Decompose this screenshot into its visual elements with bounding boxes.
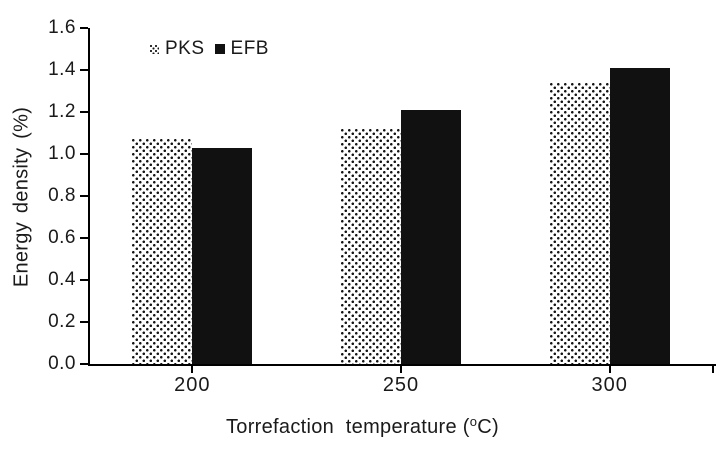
bar-pks-250: [341, 129, 401, 364]
y-axis-tick: [80, 321, 88, 323]
legend-label-efb: EFB: [230, 38, 269, 59]
y-axis-tick: [80, 153, 88, 155]
bar-efb-200: [192, 148, 252, 364]
legend-marker-pks-icon: [150, 44, 159, 54]
bar-efb-300: [610, 68, 670, 364]
degree-symbol: o: [469, 414, 478, 429]
y-axis-tick: [80, 237, 88, 239]
x-axis-title: Torrefaction temperature (oC): [0, 414, 725, 439]
y-axis-title: Energy density (%): [10, 106, 33, 288]
y-axis-tick: [80, 279, 88, 281]
x-axis-tick: [400, 366, 402, 373]
y-axis-tick: [80, 363, 88, 365]
legend-item-efb: EFB: [214, 38, 269, 60]
y-tick-label: 0.2: [48, 311, 76, 332]
x-axis-end-tick: [712, 366, 714, 373]
x-tick-label: 300: [591, 374, 628, 396]
y-tick-label: 1.2: [48, 101, 76, 122]
x-axis-title-unit: C): [477, 416, 499, 438]
legend-item-pks: PKS: [150, 38, 205, 60]
bar-efb-250: [401, 110, 461, 364]
legend-label-pks: PKS: [165, 38, 205, 59]
x-tick-label: 200: [174, 374, 211, 396]
y-tick-label: 1.6: [48, 17, 76, 38]
y-tick-label: 0.8: [48, 185, 76, 206]
legend-marker-efb-icon: [214, 44, 225, 54]
y-tick-label: 0.6: [48, 227, 76, 248]
y-tick-label: 1.4: [48, 59, 76, 80]
y-axis-tick: [80, 111, 88, 113]
legend: PKS EFB: [150, 38, 269, 60]
y-tick-label: 1.0: [48, 143, 76, 164]
x-axis-title-text: Torrefaction temperature (: [225, 416, 470, 438]
plot-area: [88, 28, 716, 366]
y-tick-label: 0.4: [48, 269, 76, 290]
y-axis-tick: [80, 195, 88, 197]
y-axis-tick: [80, 69, 88, 71]
y-tick-label: 0.0: [48, 353, 76, 374]
y-axis-tick: [80, 27, 88, 29]
x-tick-label: 250: [382, 374, 420, 396]
x-axis-tick: [191, 366, 194, 373]
bar-pks-200: [132, 139, 192, 364]
x-axis-tick: [608, 366, 611, 373]
bar-pks-300: [550, 83, 610, 364]
